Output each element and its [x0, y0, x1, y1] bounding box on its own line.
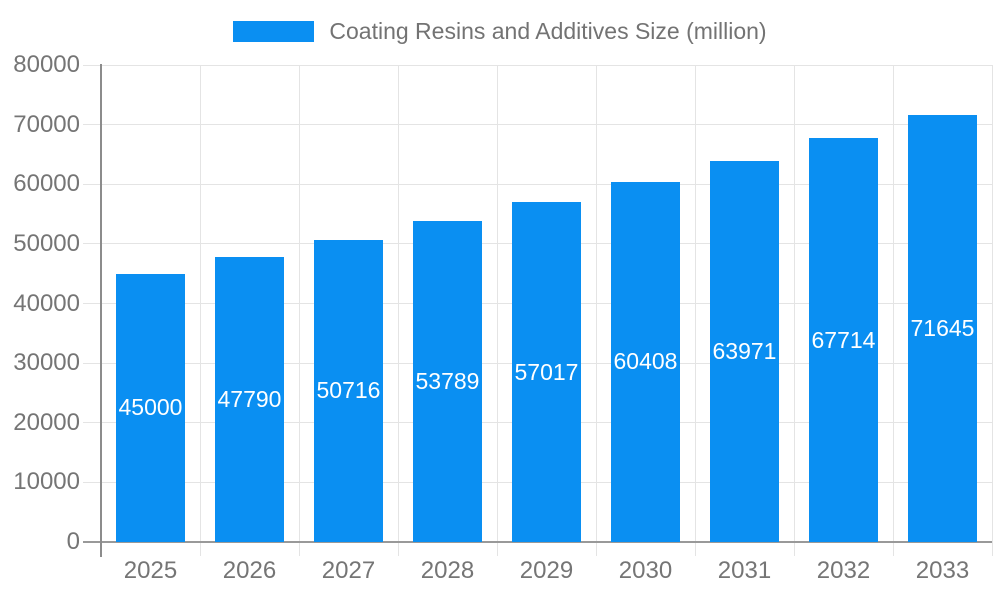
bar-value-label: 67714 — [811, 326, 876, 353]
gridline-vertical — [892, 65, 894, 556]
x-tick-label: 2025 — [123, 557, 178, 584]
bar: 57017 — [512, 202, 581, 542]
x-tick-label: 2031 — [717, 557, 772, 584]
bar: 67714 — [809, 138, 878, 542]
x-tick-label: 2027 — [321, 557, 376, 584]
bar: 45000 — [116, 273, 185, 542]
legend-swatch — [233, 21, 315, 42]
y-tick-label: 40000 — [13, 289, 80, 317]
x-tick-label: 2026 — [222, 557, 277, 584]
gridline-horizontal — [83, 183, 992, 185]
bar: 47790 — [215, 257, 284, 542]
y-tick-label: 10000 — [13, 468, 80, 496]
x-tick-label: 2033 — [915, 557, 970, 584]
gridline-vertical — [397, 65, 399, 556]
y-tick-label: 70000 — [13, 110, 80, 138]
gridline-horizontal — [83, 64, 992, 66]
bar-value-label: 57017 — [514, 358, 579, 385]
bar-value-label: 60408 — [613, 348, 678, 375]
bar: 63971 — [710, 160, 779, 542]
gridline-vertical — [694, 65, 696, 556]
y-tick-label: 20000 — [13, 408, 80, 436]
x-tick-label: 2032 — [816, 557, 871, 584]
bar: 71645 — [908, 114, 977, 542]
y-tick-label: 80000 — [13, 51, 80, 78]
bar: 53789 — [413, 221, 482, 542]
bar: 50716 — [314, 239, 383, 542]
gridline-vertical — [991, 65, 993, 556]
y-tick-label: 60000 — [13, 170, 80, 198]
gridline-vertical — [793, 65, 795, 556]
x-tick-label: 2030 — [618, 557, 673, 584]
gridline-vertical — [199, 65, 201, 556]
gridline-horizontal — [83, 124, 992, 126]
legend-label: Coating Resins and Additives Size (milli… — [329, 18, 767, 44]
gridline-vertical — [595, 65, 597, 556]
bar-value-label: 45000 — [118, 394, 183, 421]
y-tick-label: 50000 — [13, 229, 80, 257]
y-tick-label: 0 — [66, 528, 80, 555]
y-tick-label: 30000 — [13, 349, 80, 377]
bar-value-label: 71645 — [910, 314, 975, 341]
y-axis-line — [100, 64, 102, 557]
x-axis-line — [83, 541, 992, 543]
bar: 60408 — [611, 181, 680, 542]
legend: Coating Resins and Additives Size (milli… — [0, 18, 1000, 45]
gridline-vertical — [496, 65, 498, 556]
bar-value-label: 47790 — [217, 386, 282, 413]
x-tick-label: 2028 — [420, 557, 475, 584]
gridline-vertical — [298, 65, 300, 556]
bar-value-label: 63971 — [712, 337, 777, 364]
bar-value-label: 53789 — [415, 368, 480, 395]
x-tick-label: 2029 — [519, 557, 574, 584]
bar-value-label: 50716 — [316, 377, 381, 404]
